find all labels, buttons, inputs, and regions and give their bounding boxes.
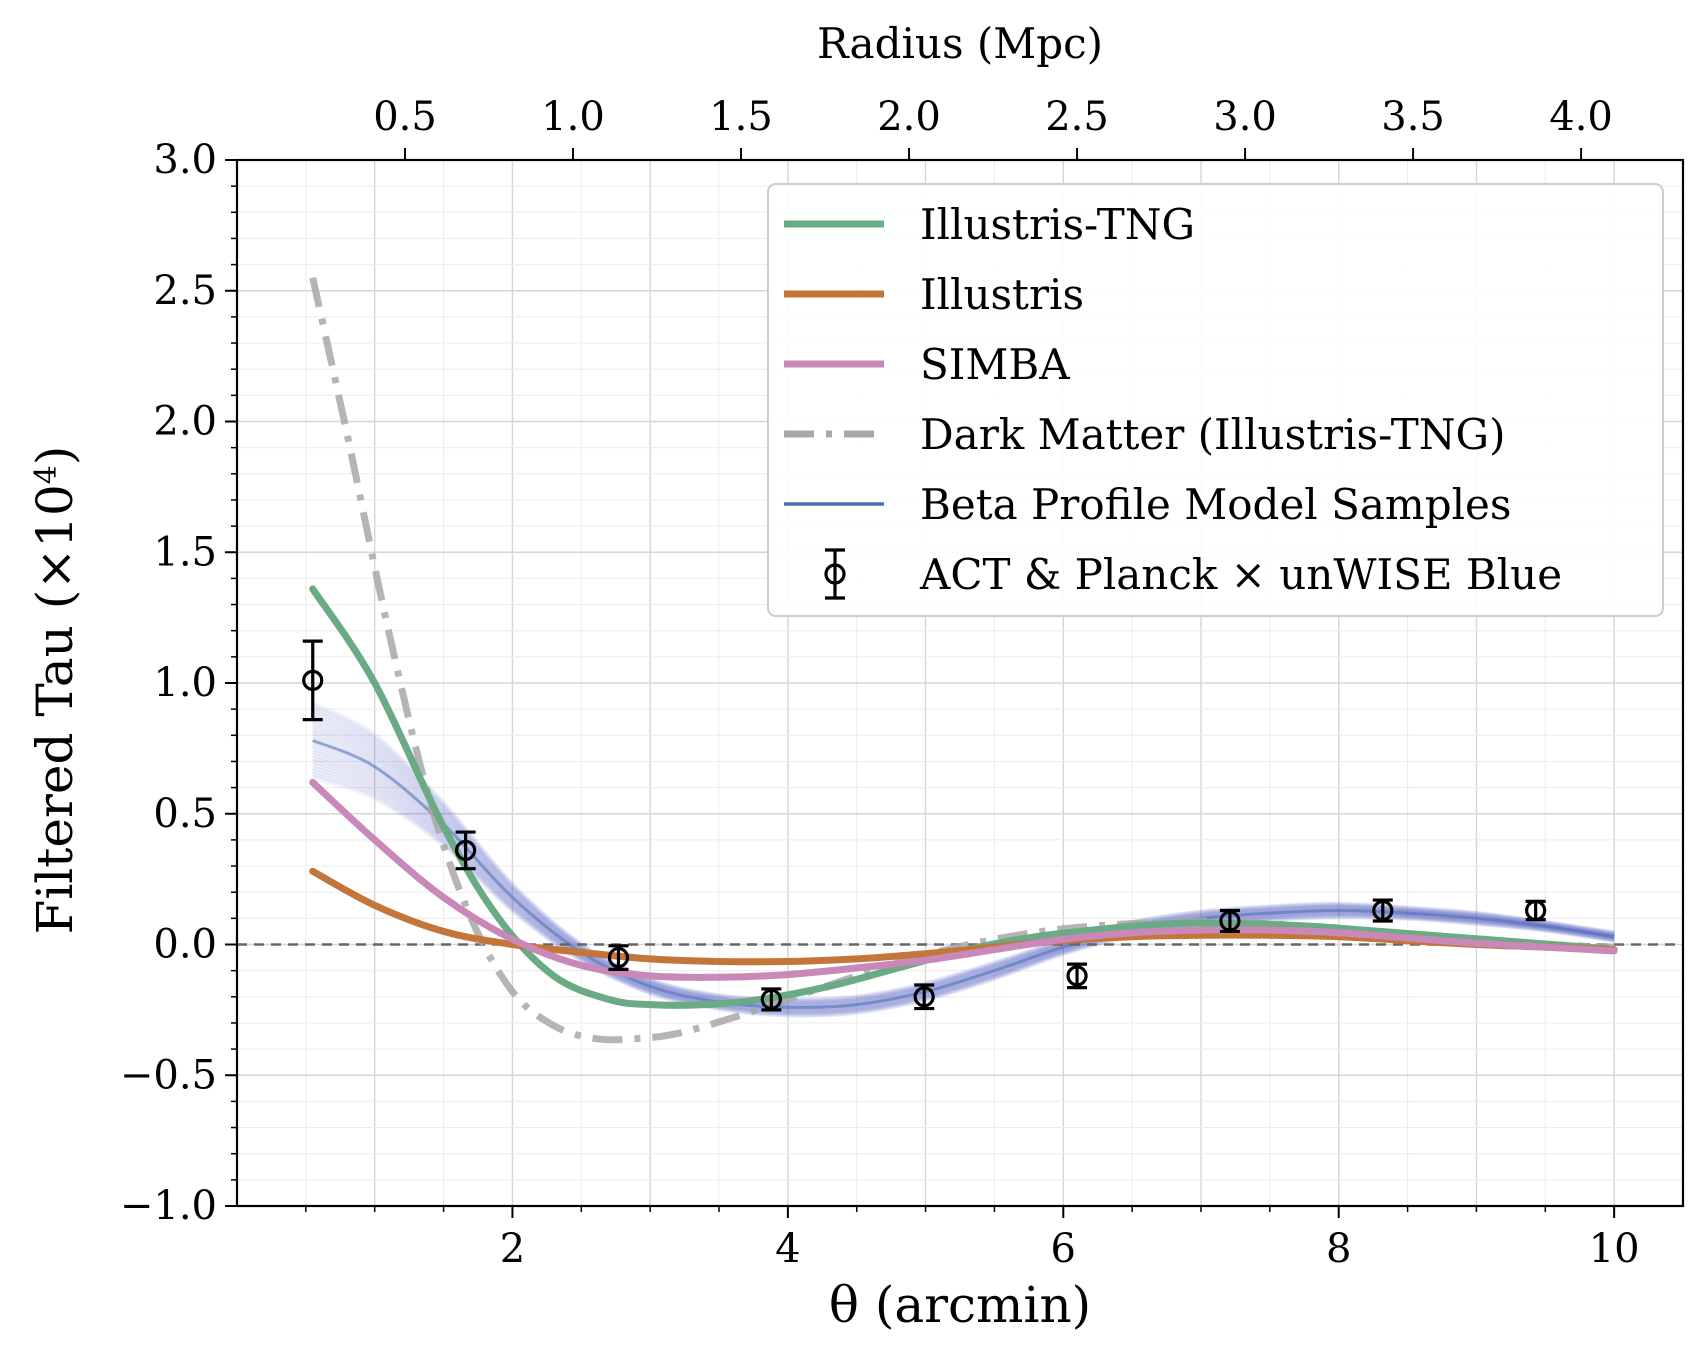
top-axis-title: Radius (Mpc) (817, 19, 1103, 68)
series-line-simba (309, 778, 1618, 981)
legend-marker (824, 563, 846, 585)
data-marker (607, 946, 630, 969)
legend-entry: SIMBA (784, 340, 1070, 389)
legend-entry: Illustris-TNG (784, 200, 1195, 249)
data-marker (1066, 965, 1088, 987)
legend-entry: Beta Profile Model Samples (784, 480, 1511, 529)
legend: Illustris-TNG Illustris SIMBA Dark Matter (… (767, 183, 1664, 617)
y-axis-title: Filtered Tau (×104) (26, 446, 84, 935)
top-tick-label: 3.0 (1213, 94, 1277, 140)
beta-sample-curve (311, 758, 1615, 1015)
y-axis-title-main: Filtered Tau (×10 (26, 484, 84, 934)
beta-sample-curve (311, 755, 1615, 1014)
data-points (302, 639, 1547, 1012)
beta-sample-curve (311, 708, 1615, 1004)
y-tick-label: 1.5 (153, 529, 217, 575)
legend-box (767, 183, 1664, 617)
beta-sample-curve (311, 765, 1615, 1016)
y-tick-label: 3.0 (153, 137, 217, 183)
legend-label: Illustris-TNG (920, 200, 1195, 249)
beta-sample-curve (311, 701, 1615, 1002)
beta-sample-curve (311, 771, 1615, 1018)
y-tick-label: 1.0 (153, 660, 217, 706)
legend-label: SIMBA (920, 340, 1070, 389)
data-marker (1219, 910, 1241, 932)
beta-sample-curve (311, 774, 1615, 1018)
y-tick-label: 2.0 (153, 399, 217, 445)
x-tick-label: 4 (775, 1226, 800, 1272)
top-tick-label: 1.5 (709, 94, 773, 140)
series-line-dark-matter-illustris-tng- (309, 276, 1615, 1044)
x-tick-label: 10 (1589, 1226, 1640, 1272)
data-marker (760, 988, 782, 1011)
y-axis-title-exponent: 4 (29, 465, 64, 484)
legend-entry: ACT & Planck × unWISE Blue (824, 548, 1562, 600)
beta-profile-band (311, 701, 1615, 1018)
beta-median-curve (312, 739, 1615, 1009)
data-marker (1372, 899, 1394, 922)
data-marker (1525, 899, 1547, 922)
legend-label: Dark Matter (Illustris-TNG) (920, 410, 1505, 459)
top-tick-label: 0.5 (373, 94, 437, 140)
y-axis-title-close: ) (26, 446, 84, 466)
beta-sample-curve (311, 762, 1615, 1016)
y-tick-label: 2.5 (153, 268, 217, 314)
y-tick-label: −0.5 (120, 1052, 217, 1098)
beta-sample-curve (311, 714, 1615, 1005)
x-axis-title: θ (arcmin) (829, 1276, 1091, 1334)
top-tick-label: 2.0 (877, 94, 941, 140)
data-point (607, 944, 630, 971)
y-tick-label: 0.0 (153, 922, 217, 968)
beta-sample-curve (311, 752, 1615, 1014)
data-point (302, 639, 324, 722)
data-point (1066, 962, 1088, 990)
beta-sample-curve (311, 717, 1615, 1006)
beta-sample-curve (311, 768, 1615, 1017)
data-marker (913, 986, 935, 1008)
data-point (1219, 908, 1241, 934)
beta-sample-curve (311, 720, 1615, 1007)
beta-sample-curve (311, 704, 1615, 1003)
x-tick-label: 8 (1326, 1226, 1351, 1272)
data-point (1525, 899, 1547, 922)
top-tick-label: 2.5 (1045, 94, 1109, 140)
top-tick-label: 3.5 (1381, 94, 1445, 140)
data-marker (302, 669, 324, 691)
data-point (760, 987, 782, 1012)
ticks: 2 4 6 8 10 −1.0 −0.5 0.0 0.5 1.0 1.5 2.0 2.5 3.0 0.5 1.… (120, 94, 1640, 1272)
data-point (1372, 898, 1394, 923)
beta-sample-curve (311, 749, 1615, 1013)
beta-sample-curve (311, 727, 1615, 1008)
legend-label: ACT & Planck × unWISE Blue (919, 550, 1562, 599)
legend-entry: Dark Matter (Illustris-TNG) (784, 410, 1505, 459)
data-point (455, 830, 477, 871)
x-tick-label: 2 (500, 1226, 525, 1272)
data-point (913, 983, 935, 1011)
top-tick-label: 1.0 (541, 94, 605, 140)
legend-label: Beta Profile Model Samples (920, 480, 1511, 529)
legend-label: Illustris (920, 270, 1084, 319)
legend-entry: Illustris (784, 270, 1084, 319)
x-tick-label: 6 (1051, 1226, 1076, 1272)
top-tick-label: 4.0 (1549, 94, 1613, 140)
beta-sample-curve (311, 723, 1615, 1007)
series-lines (309, 276, 1618, 1044)
y-tick-label: 0.5 (153, 791, 217, 837)
beta-sample-curve (311, 711, 1615, 1005)
y-tick-label: −1.0 (120, 1183, 217, 1229)
data-marker (455, 839, 477, 861)
